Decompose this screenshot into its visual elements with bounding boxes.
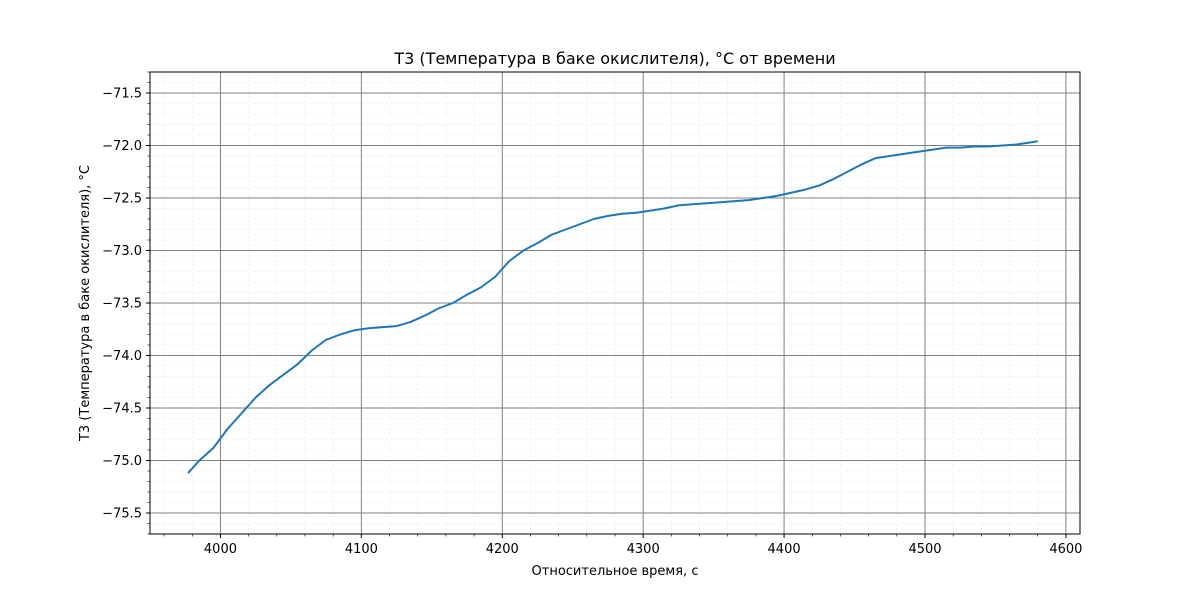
y-tick-label: −75.0 [102,454,142,469]
y-tick-label: −74.5 [102,402,142,417]
major-grid [150,72,1080,534]
x-axis-ticks: 4000 4100 4200 4300 4400 4500 4600 [163,534,1082,557]
y-axis-label: T3 (Температура в баке окислителя), °C [78,165,93,442]
y-tick-label: −75.5 [102,507,142,522]
x-tick-label: 4100 [345,542,378,557]
y-tick-label: −71.5 [102,87,142,102]
chart-title: T3 (Температура в баке окислителя), °C о… [393,49,835,68]
y-tick-label: −73.5 [102,297,142,312]
x-axis-label: Относительное время, с [532,564,699,579]
x-tick-label: 4000 [204,542,237,557]
x-tick-label: 4200 [486,542,519,557]
x-tick-label: 4500 [908,542,941,557]
series-layer [187,140,1038,474]
y-tick-label: −73.0 [102,244,142,259]
y-tick-label: −72.5 [102,192,142,207]
series-line [187,140,1038,474]
x-tick-label: 4300 [627,542,660,557]
y-axis-ticks: −75.5 −75.0 −74.5 −74.0 −73.5 −73.0 −72.5 −72.0… [102,71,150,535]
x-tick-label: 4600 [1049,542,1082,557]
x-tick-label: 4400 [768,542,801,557]
y-tick-label: −72.0 [102,139,142,154]
y-tick-label: −74.0 [102,349,142,364]
